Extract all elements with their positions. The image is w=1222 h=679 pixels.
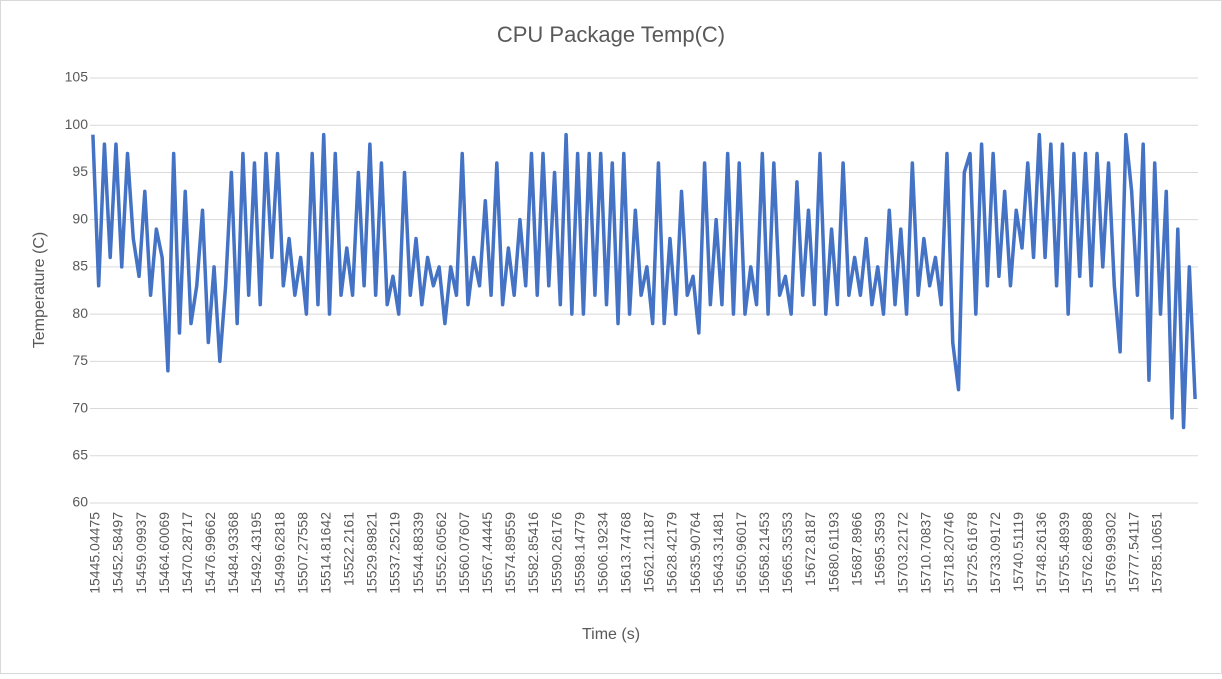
y-tick-label: 100 [65, 116, 89, 132]
x-tick-label: 15445.04475 [87, 512, 103, 594]
x-tick-label: 15687.8966 [848, 512, 864, 586]
x-tick-label: 15680.61193 [825, 512, 841, 593]
x-tick-label: 15613.74768 [618, 512, 634, 594]
x-tick-label: 15598.14779 [571, 512, 587, 594]
y-axis-label: Temperature (C) [31, 232, 48, 348]
x-tick-label: 15507.27558 [294, 512, 310, 594]
x-tick-label: 15606.19234 [594, 512, 610, 594]
y-tick-label: 70 [72, 399, 88, 415]
x-tick-label: 15514.81642 [317, 512, 333, 594]
y-tick-label: 65 [72, 446, 88, 462]
x-tick-label: 15459.09937 [133, 512, 149, 594]
x-tick-label: 15529.89821 [364, 512, 380, 594]
x-tick-label: 15476.99662 [202, 512, 218, 594]
x-tick-label: 15560.07607 [456, 512, 472, 594]
x-tick-label: 15725.61678 [964, 512, 980, 594]
x-tick-label: 15452.58497 [110, 512, 126, 594]
x-tick-label: 15643.31481 [710, 512, 726, 594]
x-tick-label: 15537.25219 [387, 512, 403, 594]
chart-title: CPU Package Temp(C) [497, 22, 725, 47]
x-tick-label: 15740.51119 [1010, 512, 1026, 592]
x-tick-label: 15769.99302 [1102, 512, 1118, 594]
x-tick-label: 15574.89559 [502, 512, 518, 594]
x-tick-label: 15544.88339 [410, 512, 426, 594]
x-tick-label: 15635.90764 [687, 512, 703, 594]
x-tick-label: 15621.21187 [641, 512, 657, 593]
x-tick-label: 15484.93368 [225, 512, 241, 594]
data-line [91, 132, 1197, 430]
x-tick-label: 15464.60069 [156, 512, 172, 594]
y-tick-label: 95 [72, 163, 88, 179]
x-tick-label: 15582.85416 [525, 512, 541, 594]
y-tick-label: 80 [72, 305, 88, 321]
x-tick-label: 15718.20746 [941, 512, 957, 594]
x-tick-label: 15762.68988 [1079, 512, 1095, 594]
y-tick-label: 105 [65, 69, 89, 85]
x-tick-label: 15672.8187 [802, 512, 818, 586]
x-tick-label: 15785.10651 [1148, 512, 1164, 594]
x-tick-label: 15777.54117 [1125, 512, 1141, 593]
x-tick-label: 15703.22172 [895, 512, 911, 594]
x-tick-label: 15665.35353 [779, 512, 795, 594]
y-tick-label: 75 [72, 352, 88, 368]
x-tick-label: 15733.09172 [987, 512, 1003, 594]
x-tick-label: 15499.62818 [271, 512, 287, 594]
y-tick-label: 85 [72, 258, 88, 274]
x-tick-label: 15567.44445 [479, 512, 495, 594]
x-tick-label: 15748.26136 [1033, 512, 1049, 594]
x-axis-label: Time (s) [582, 626, 640, 643]
x-tick-label: 15492.43195 [248, 512, 264, 594]
x-tick-label: 15755.48939 [1056, 512, 1072, 594]
x-tick-label: 15552.60562 [433, 512, 449, 594]
x-tick-label: 15590.26176 [548, 512, 564, 594]
y-tick-label: 90 [72, 210, 88, 226]
x-tick-label: 15650.96017 [733, 512, 749, 594]
x-tick-label: 15628.42179 [664, 512, 680, 594]
y-tick-label: 60 [72, 494, 88, 510]
x-tick-label: 15470.28717 [179, 512, 195, 594]
x-tick-label: 15710.70837 [918, 512, 934, 594]
x-tick-label: 15695.3593 [871, 512, 887, 586]
x-tick-label: 15522.2161 [341, 512, 357, 586]
x-tick-label: 15658.21453 [756, 512, 772, 594]
